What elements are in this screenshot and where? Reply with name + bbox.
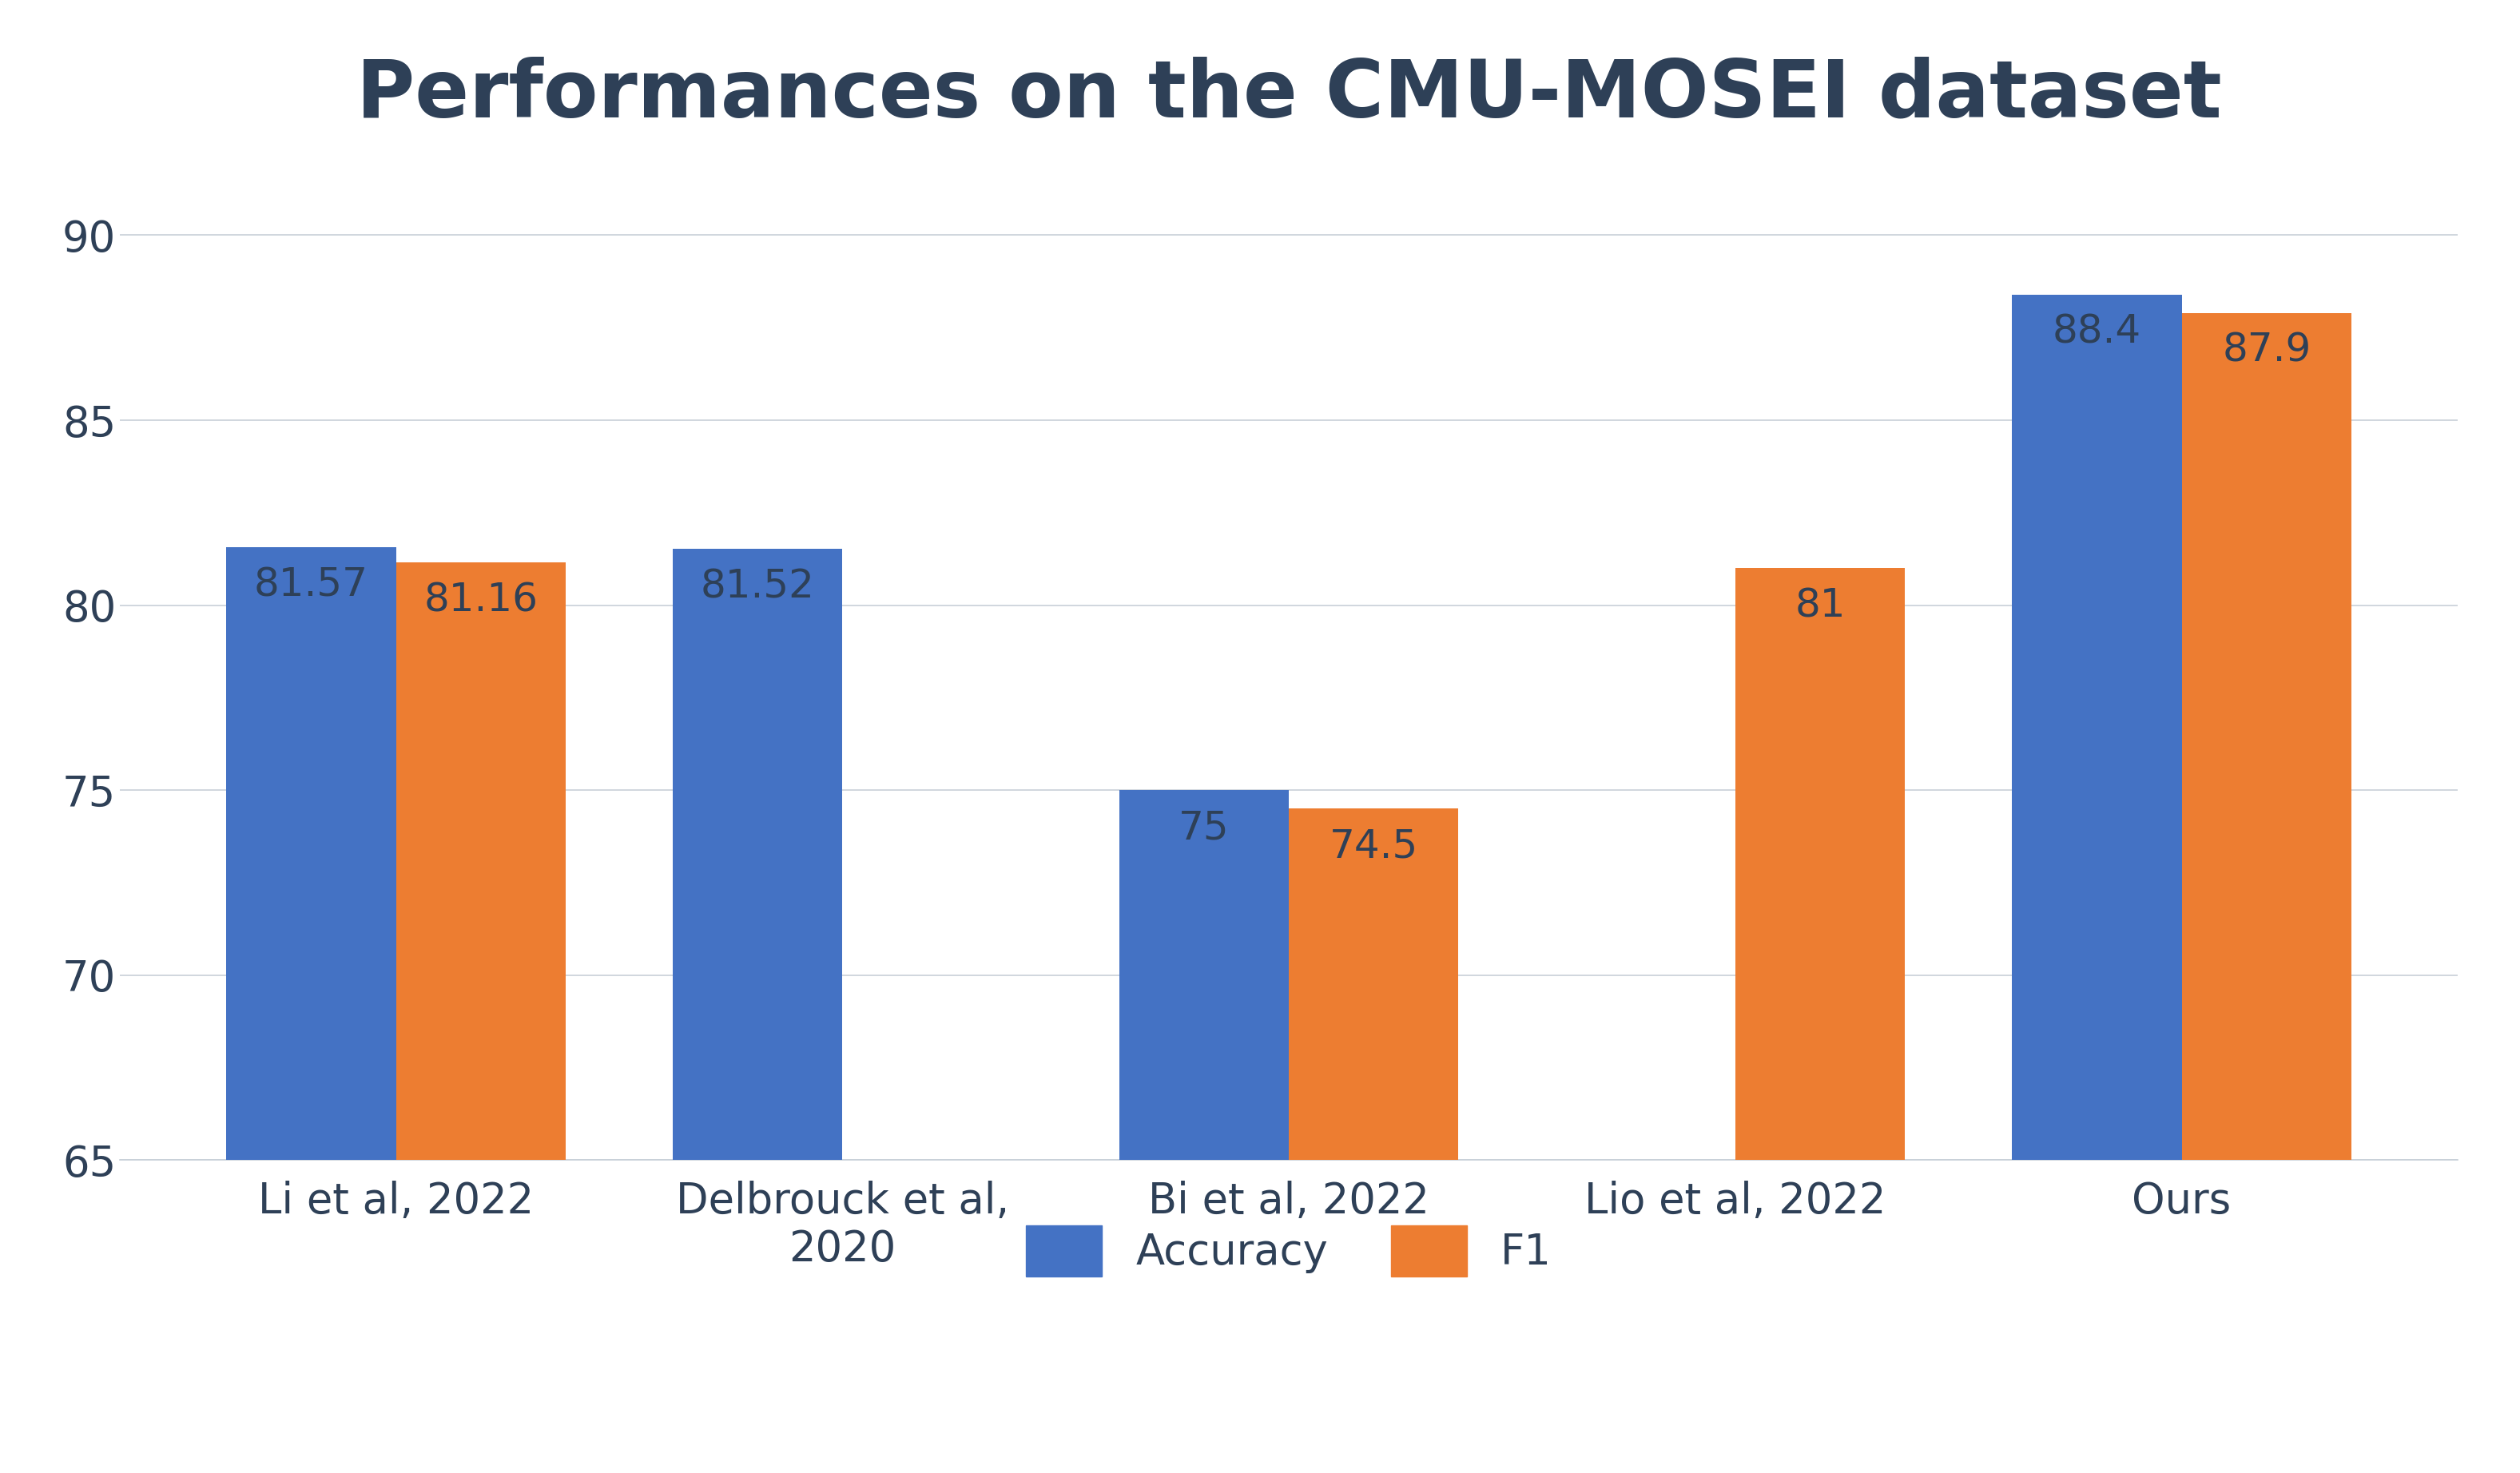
- Text: 74.5: 74.5: [1328, 828, 1419, 866]
- Title: Performances on the CMU-MOSEI dataset: Performances on the CMU-MOSEI dataset: [355, 56, 2223, 134]
- Bar: [227, 546, 396, 1161]
- Text: 88.4: 88.4: [2051, 312, 2142, 351]
- Text: 81.16: 81.16: [423, 580, 537, 619]
- Text: 81: 81: [1794, 586, 1845, 625]
- Legend: Accuracy, F1: Accuracy, F1: [983, 1183, 1595, 1318]
- Text: 87.9: 87.9: [2223, 331, 2311, 370]
- Bar: [2182, 312, 2351, 1161]
- Bar: [1119, 790, 1288, 1161]
- Bar: [1736, 569, 1905, 1161]
- Text: 81.52: 81.52: [701, 567, 814, 605]
- Bar: [1288, 809, 1459, 1161]
- Text: 81.57: 81.57: [255, 566, 368, 604]
- Bar: [2011, 295, 2182, 1161]
- Bar: [396, 563, 564, 1161]
- Text: 75: 75: [1179, 809, 1230, 847]
- Bar: [673, 549, 842, 1161]
